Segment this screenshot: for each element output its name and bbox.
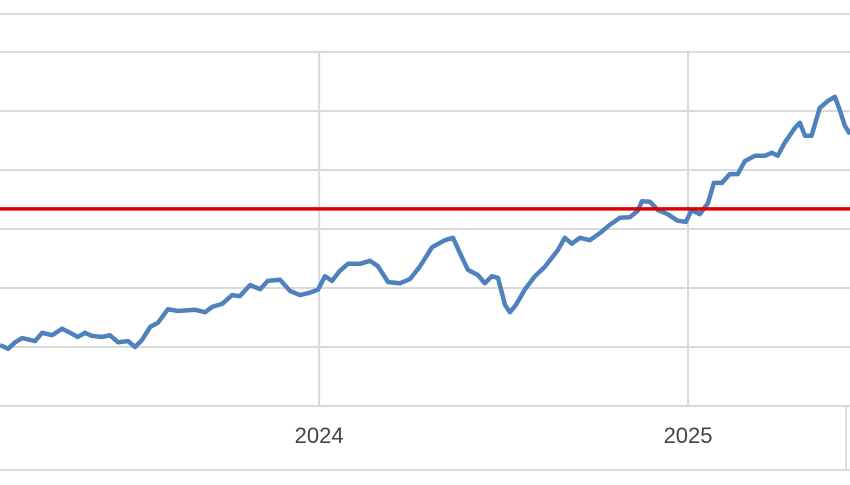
x-tick-label: 2024: [295, 423, 344, 448]
x-tick-label: 2025: [664, 423, 713, 448]
data-line: [0, 94, 850, 352]
